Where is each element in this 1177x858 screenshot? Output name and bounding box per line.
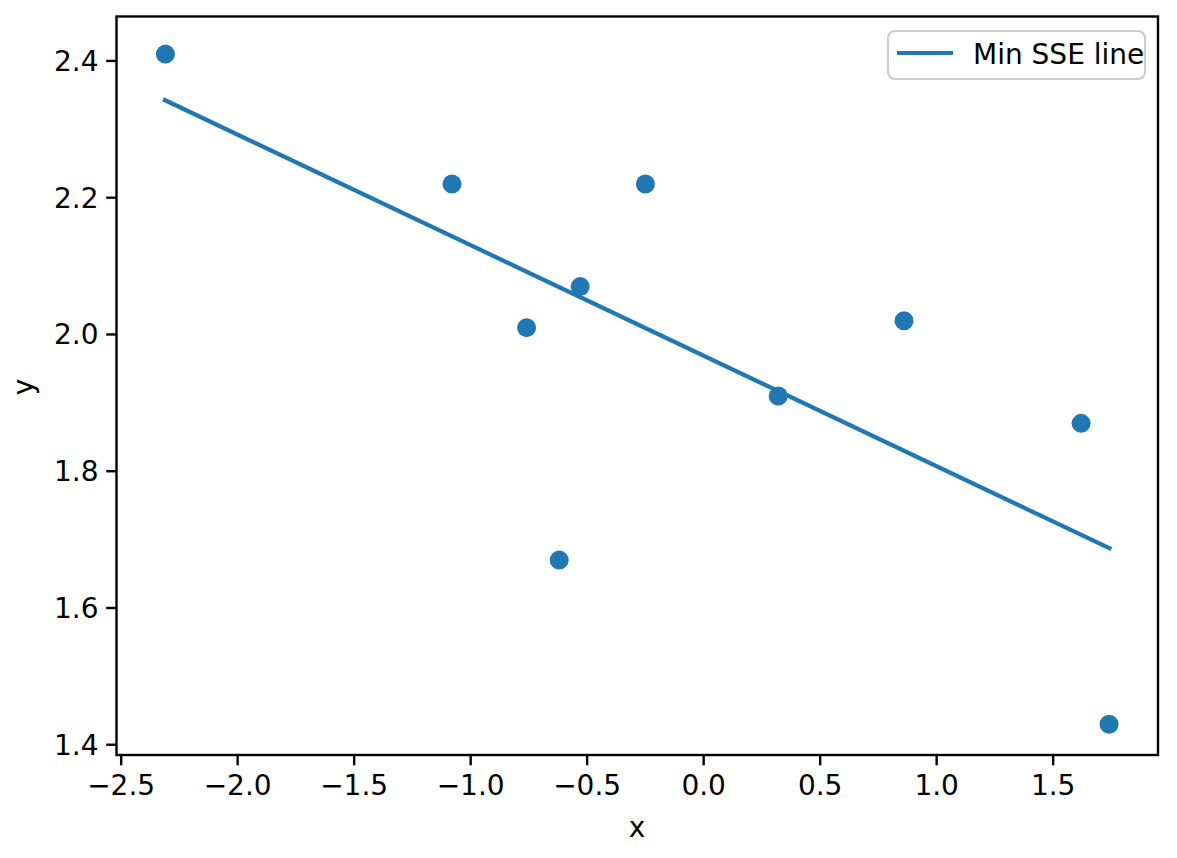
y-tick-label: 2.2 [54, 182, 99, 215]
y-tick-label: 2.0 [54, 318, 99, 351]
x-tick-label: 0.0 [681, 769, 726, 802]
y-tick-label: 2.4 [54, 45, 99, 78]
x-tick-label: 1.0 [914, 769, 959, 802]
scatter-point [895, 311, 914, 330]
x-tick-label: 0.5 [798, 769, 843, 802]
scatter-point [156, 45, 175, 64]
x-tick-label: −1.5 [320, 769, 388, 802]
x-tick-label: −2.5 [87, 769, 155, 802]
plot-area [117, 17, 1159, 756]
scatter-point [571, 277, 590, 296]
x-tick-label: −0.5 [553, 769, 621, 802]
y-axis-label: y [7, 379, 40, 396]
x-tick-label: −2.0 [204, 769, 272, 802]
y-tick-label: 1.8 [54, 455, 99, 488]
scatter-point [1100, 715, 1119, 734]
scatter-point [636, 175, 655, 194]
x-tick-label: 1.5 [1031, 769, 1076, 802]
legend-label: Min SSE line [973, 38, 1144, 71]
scatter-point [769, 387, 788, 406]
scatter-point [550, 551, 569, 570]
scatter-point [1072, 414, 1091, 433]
scatter-point [517, 318, 536, 337]
chart-canvas: −2.5 −2.0 −1.5 −1.0 −0.5 0.0 0.5 1.0 1.5 1.4 1.6 1.… [0, 0, 1177, 858]
scatter-plot-figure: −2.5 −2.0 −1.5 −1.0 −0.5 0.0 0.5 1.0 1.5 1.4 1.6 1.… [0, 0, 1177, 858]
x-tick-label: −1.0 [437, 769, 505, 802]
y-tick-label: 1.4 [54, 729, 99, 762]
x-axis-label: x [629, 811, 646, 844]
y-tick-label: 1.6 [54, 592, 99, 625]
scatter-point [443, 175, 462, 194]
legend: Min SSE line [888, 31, 1145, 79]
